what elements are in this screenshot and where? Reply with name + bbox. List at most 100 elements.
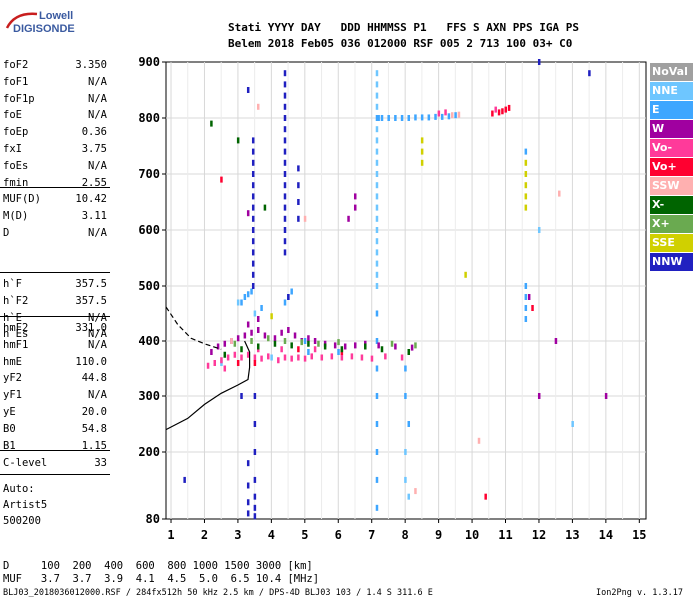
data-point-e: [250, 288, 253, 295]
data-point-vo: [504, 106, 508, 113]
data-point-nnw: [283, 81, 287, 88]
data-point-vo: [340, 349, 344, 355]
x-tick-label: 7: [368, 528, 375, 542]
param-label: yE: [3, 406, 16, 418]
param-value: N/A: [88, 338, 107, 351]
param-label: MUF(D): [3, 193, 41, 205]
header-row1: Stati YYYY DAY DDD HHMMSS P1 FFS S AXN P…: [228, 21, 579, 34]
data-point-w: [410, 344, 414, 351]
data-point-vo: [437, 110, 441, 117]
data-point-e: [440, 113, 444, 120]
data-point-nnw: [588, 70, 591, 77]
trace-curve-extrapolated: [165, 306, 222, 350]
muf-table-row1: D 100 200 400 600 800 1000 1500 3000 [km…: [3, 560, 313, 572]
plot-area: [165, 61, 647, 520]
param-label: foF2: [3, 59, 29, 71]
param-yf2: yF2 44.8: [3, 372, 107, 388]
data-point-ssw: [303, 215, 307, 222]
data-point-nne: [375, 204, 379, 211]
data-point-vo: [400, 354, 404, 361]
y-tick-label: 80: [146, 512, 160, 526]
data-point-nne: [375, 103, 379, 110]
data-point-nne: [375, 92, 379, 99]
legend-item-noval: NoVal: [650, 63, 693, 81]
data-point-nnw: [246, 499, 250, 506]
data-point-vo: [280, 346, 283, 353]
data-point-nnw: [253, 476, 257, 483]
y-tick-label: 900: [138, 55, 160, 69]
param-value: 10.42: [75, 193, 107, 205]
param-value: 33: [94, 457, 107, 469]
data-point-nne: [571, 421, 574, 427]
data-point-sse: [524, 159, 528, 166]
data-point-e: [375, 421, 379, 427]
y-tick-label: 300: [138, 389, 160, 403]
param-b1: B1 1.15: [3, 440, 107, 456]
data-point-nne: [375, 238, 379, 245]
data-point-vo: [497, 109, 501, 116]
data-point-e: [524, 283, 528, 289]
data-point-ssw: [457, 111, 461, 118]
y-tick-label: 500: [138, 279, 160, 293]
param-label: M(D): [3, 209, 29, 222]
data-point-w: [323, 340, 327, 347]
param-label: yF2: [3, 372, 22, 385]
data-point-nne: [375, 249, 379, 256]
param-label: C-level: [3, 457, 48, 469]
data-point-w: [263, 332, 267, 339]
param-label: B0: [3, 422, 16, 435]
data-point-nnw: [251, 283, 255, 289]
data-point-w: [293, 332, 297, 339]
data-point-nnw: [283, 171, 287, 177]
param-label: fmin: [3, 176, 29, 189]
data-point-nne: [270, 354, 273, 361]
param-value: 357.5: [75, 294, 107, 307]
data-point-vo: [330, 353, 334, 360]
data-point-w: [300, 338, 303, 344]
param-value: N/A: [88, 389, 107, 402]
data-point-nne: [375, 159, 379, 166]
data-point-nne: [253, 310, 257, 317]
y-tick-label: 800: [138, 111, 160, 125]
data-point-nnw: [251, 193, 255, 200]
logo: Lowell DIGISONDE: [5, 10, 75, 42]
data-point-e: [404, 365, 407, 372]
data-point-w: [256, 316, 260, 322]
legend-item-vo: Vo-: [650, 139, 693, 157]
data-point-vo: [340, 354, 344, 361]
data-point-w: [236, 335, 240, 342]
x-tick-label: 14: [599, 528, 613, 542]
data-point-nne: [375, 81, 379, 88]
data-point-nnw: [251, 171, 255, 177]
data-point-nne: [375, 227, 379, 233]
param-fof1: foF1 N/A: [3, 76, 107, 92]
data-point-nnw: [251, 159, 255, 166]
data-point-e: [375, 310, 379, 317]
data-point-w: [353, 193, 357, 200]
x-tick-label: 8: [402, 528, 409, 542]
data-point-nnw: [251, 204, 255, 211]
x-tick-label: 10: [465, 528, 479, 542]
param-label: h`F2: [3, 294, 29, 307]
data-point-x: [236, 137, 240, 144]
param-value: 110.0: [75, 355, 107, 368]
data-point-nnw: [283, 193, 287, 200]
param-label: foEp: [3, 126, 29, 139]
param-hf2: h`F2 357.5: [3, 295, 107, 311]
data-point-x: [250, 338, 253, 344]
param-label: fxI: [3, 143, 22, 155]
data-point-e: [524, 305, 528, 311]
muf-table-row2: MUF 3.7 3.7 3.9 4.1 4.5 5.0 6.5 10.4 [MH…: [3, 573, 320, 585]
data-point-nnw: [283, 92, 287, 99]
param-value: 0.36: [81, 126, 107, 139]
param-hmf2: hmF2 331.0: [3, 322, 107, 338]
data-point-x: [210, 120, 213, 127]
param-separator: [0, 187, 110, 188]
param-value: 2.55: [81, 176, 107, 189]
data-point-nnw: [253, 513, 257, 520]
param-label: yF1: [3, 389, 22, 402]
data-point-x: [364, 343, 367, 350]
x-tick-label: 6: [335, 528, 342, 542]
data-point-ssw: [256, 103, 260, 110]
data-point-vo: [220, 357, 223, 364]
